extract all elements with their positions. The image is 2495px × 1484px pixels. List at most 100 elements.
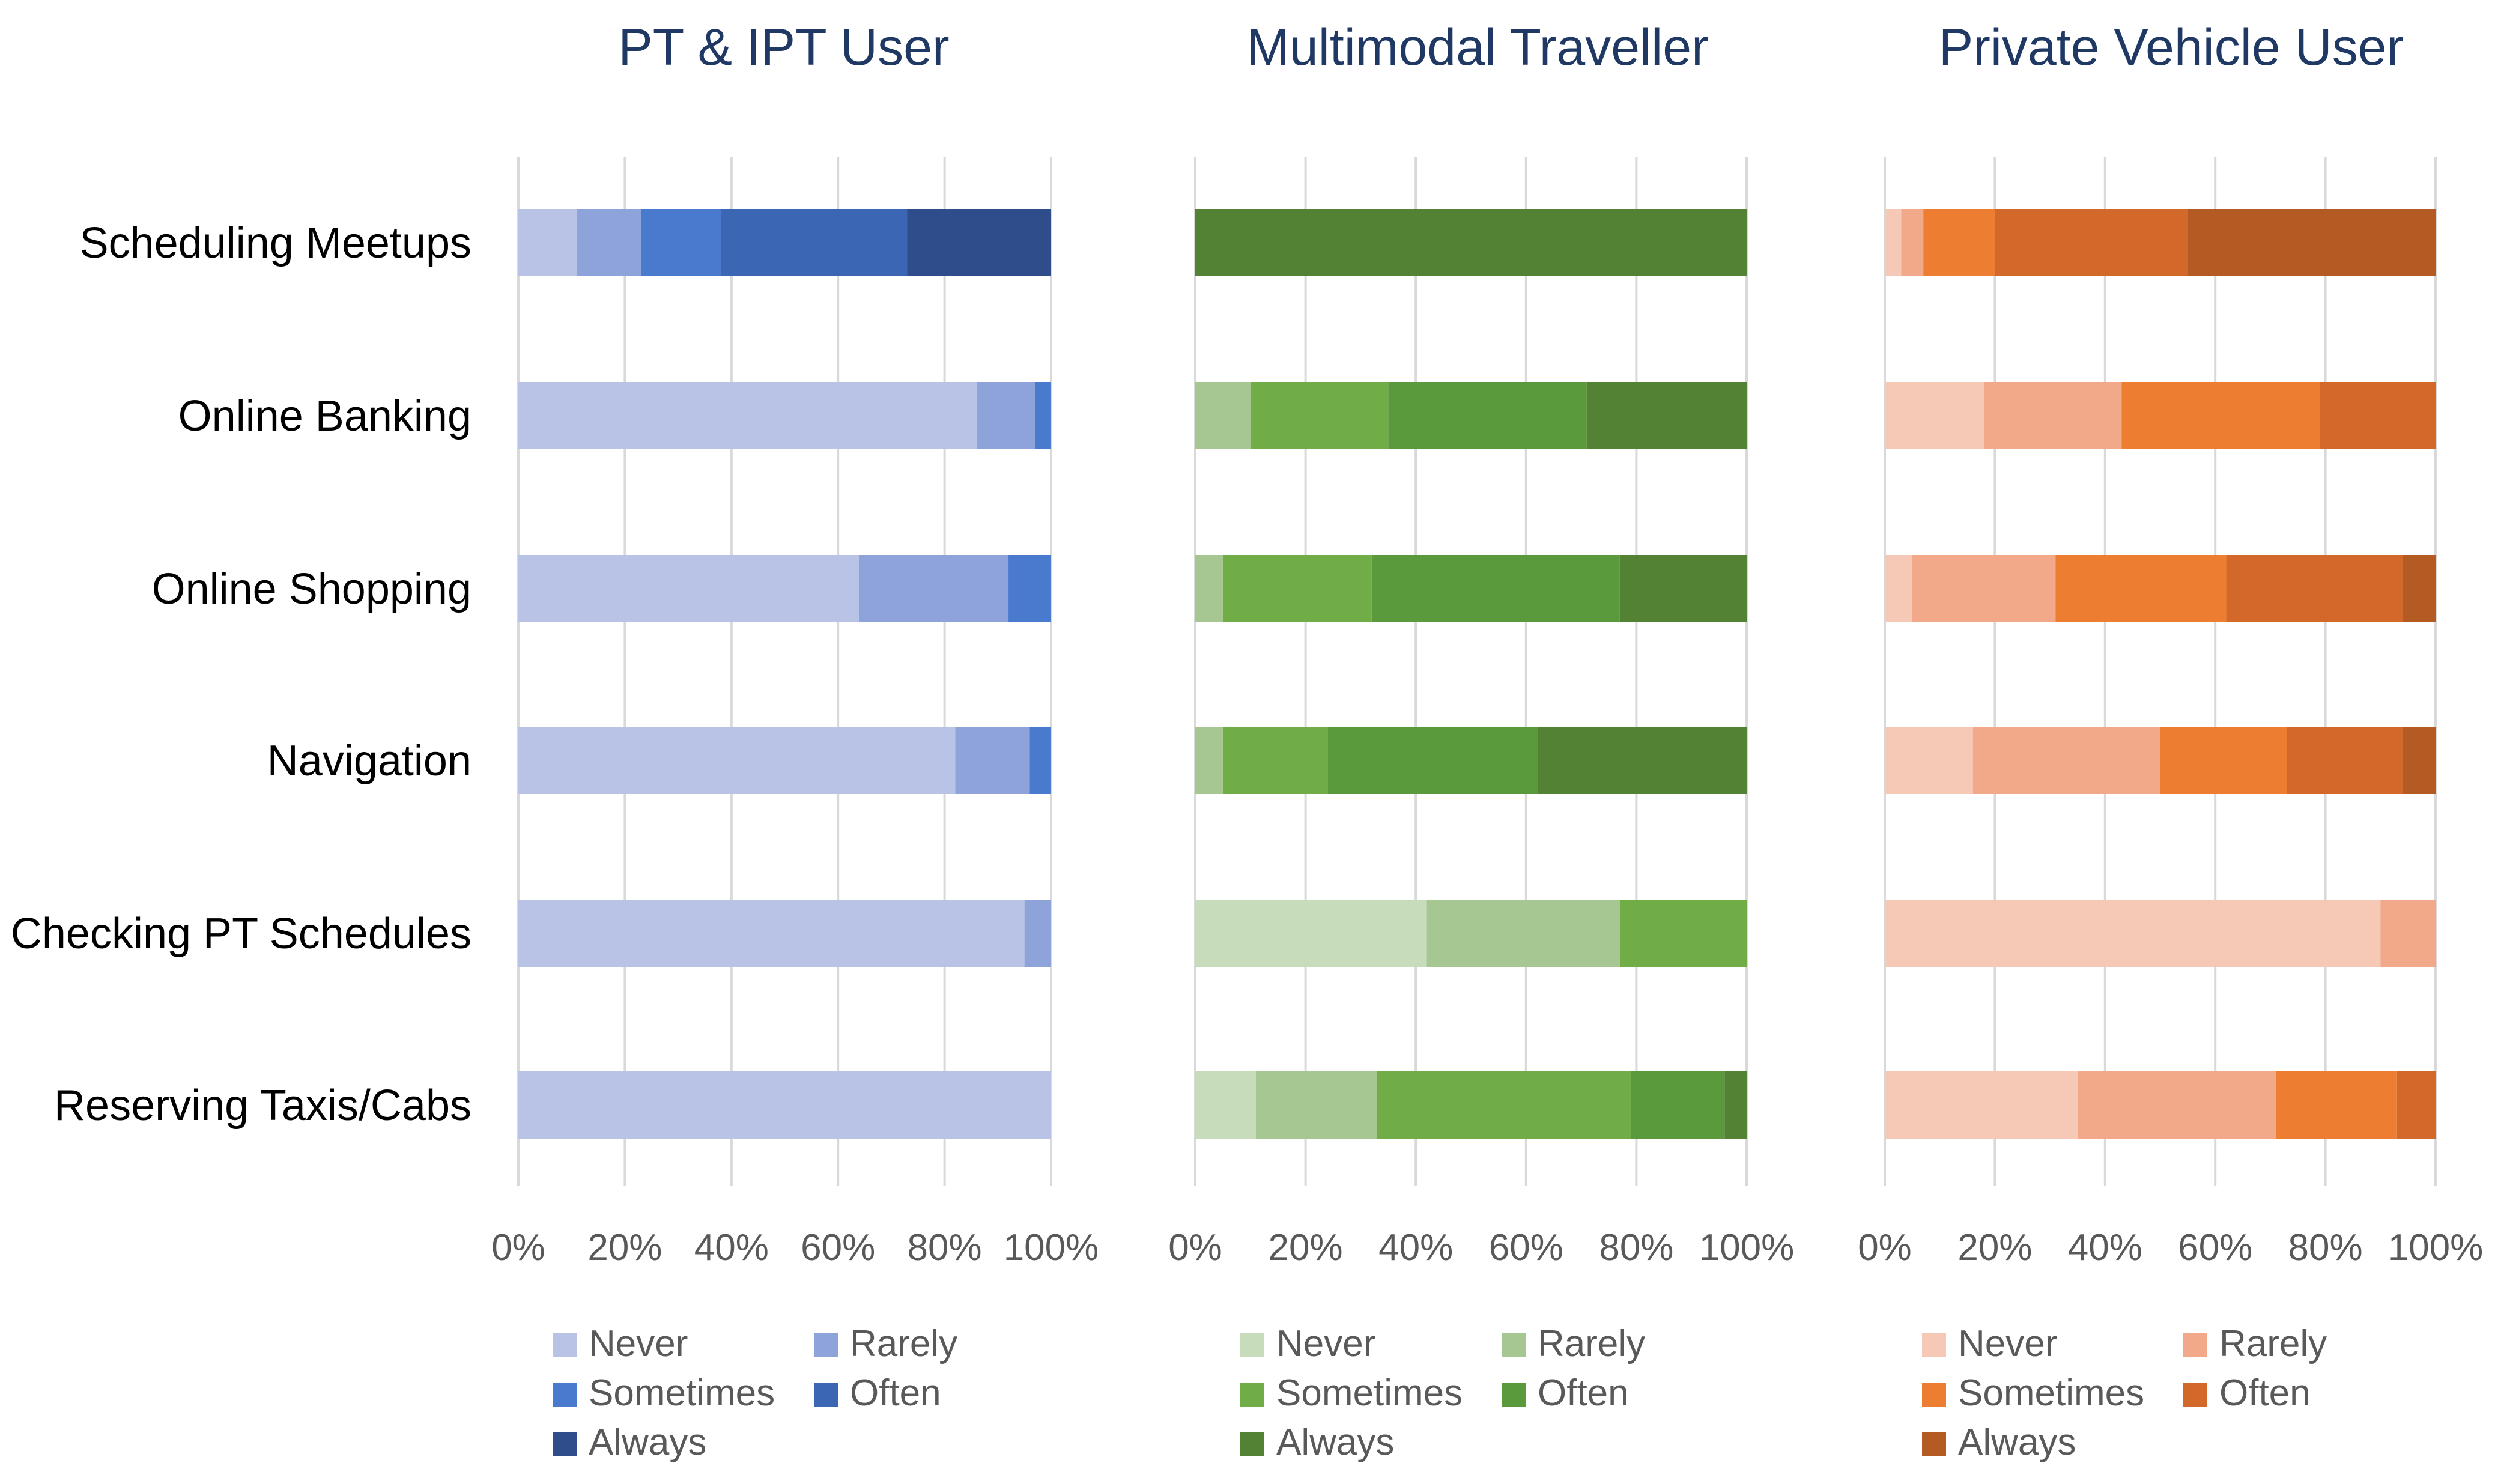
x-tick-label: 40% [2068,1227,2142,1268]
bar-scheduling-meetups-rarely [577,209,641,276]
legend-label-rarely: Rarely [850,1323,957,1364]
category-label-navigation: Navigation [267,737,471,785]
legend-label-sometimes: Sometimes [1276,1372,1463,1414]
chart-panel-private-vehicle-user: Private Vehicle User 0% 20% 40% 60% 80% 100% Ne… [1858,19,2483,1463]
bar-online-shopping-often [1371,555,1620,622]
legend-label-often: Often [1538,1372,1629,1414]
bar-online-banking-often [1388,382,1587,449]
bar-online-shopping-always [1619,555,1747,622]
bar-reserving-taxis-cabs-never [518,1071,1051,1139]
bar-reserving-taxis-cabs-rarely [2077,1071,2276,1139]
legend-label-always: Always [1276,1422,1394,1463]
bar-navigation-sometimes [1222,727,1328,794]
legend-swatch-rarely [1502,1333,1526,1357]
bar-scheduling-meetups-sometimes [641,209,721,276]
bar-online-banking-rarely [1984,382,2122,449]
x-tick-label: 20% [1957,1227,2032,1268]
bar-online-shopping-never [1885,555,1912,622]
bar-navigation-always [1537,727,1747,794]
bar-online-banking-rarely [976,382,1035,449]
bar-online-banking-never [1885,382,1984,449]
legend-label-never: Never [1958,1323,2057,1364]
category-label-online-banking: Online Banking [178,392,471,440]
bar-checking-pt-schedules-sometimes [1619,900,1747,967]
bar-navigation-never [518,727,956,794]
legend-swatch-sometimes [553,1383,577,1407]
bar-online-shopping-rarely [859,555,1009,622]
legend-label-always: Always [589,1422,706,1463]
panel-title: Multimodal Traveller [1246,19,1708,76]
bar-reserving-taxis-cabs-never [1885,1071,2078,1139]
bar-scheduling-meetups-sometimes [1923,209,1995,276]
bar-reserving-taxis-cabs-rarely [1255,1071,1377,1139]
x-tick-label: 60% [1489,1227,1563,1268]
bar-navigation-rarely [1195,727,1223,794]
legend-swatch-rarely [814,1333,838,1357]
x-tick-label: 80% [908,1227,982,1268]
x-tick-label: 100% [1699,1227,1795,1268]
bar-checking-pt-schedules-never [1195,900,1427,967]
x-tick-label: 60% [2178,1227,2252,1268]
category-label-online-shopping: Online Shopping [152,565,471,613]
bar-reserving-taxis-cabs-always [1724,1071,1747,1139]
bar-online-shopping-sometimes [1008,555,1051,622]
legend-label-sometimes: Sometimes [1958,1372,2144,1414]
bar-checking-pt-schedules-never [518,900,1025,967]
bar-scheduling-meetups-always [1195,209,1747,276]
bar-navigation-sometimes [2160,727,2287,794]
bar-scheduling-meetups-never [1885,209,1902,276]
bar-checking-pt-schedules-rarely [1426,900,1620,967]
x-tick-label: 100% [2388,1227,2484,1268]
bar-scheduling-meetups-always [2187,209,2436,276]
x-tick-label: 20% [587,1227,662,1268]
legend-swatch-often [2183,1383,2207,1407]
bar-navigation-rarely [1972,727,2160,794]
bar-navigation-never [1885,727,1973,794]
bar-navigation-often [2287,727,2403,794]
chart-panel-pt-ipt-user: PT & IPT User 0% 20% 40% 60% 80% 100% Schedulin… [11,19,1099,1463]
bar-checking-pt-schedules-rarely [2380,900,2436,967]
bar-checking-pt-schedules-rarely [1024,900,1051,967]
bar-online-banking-often [2320,382,2436,449]
bar-online-shopping-sometimes [2055,555,2227,622]
bar-online-banking-sometimes [2121,382,2320,449]
bar-navigation-always [2402,727,2436,794]
category-label-checking-pt-schedules: Checking PT Schedules [11,910,471,958]
x-tick-label: 20% [1269,1227,1343,1268]
legend-swatch-always [1922,1432,1946,1456]
x-tick-label: 100% [1004,1227,1099,1268]
bar-navigation-rarely [955,727,1030,794]
legend-swatch-never [1240,1333,1264,1357]
legend-swatch-always [1240,1432,1264,1456]
legend-label-often: Often [850,1372,941,1414]
category-label-reserving-taxis-cabs: Reserving Taxis/Cabs [54,1082,471,1130]
legend-swatch-sometimes [1240,1383,1264,1407]
legend-swatch-always [553,1432,577,1456]
bar-online-banking-sometimes [1035,382,1051,449]
legend-swatch-often [1502,1383,1526,1407]
legend-label-sometimes: Sometimes [589,1372,775,1414]
bar-online-shopping-rarely [1195,555,1223,622]
bar-scheduling-meetups-always [907,209,1051,276]
bar-checking-pt-schedules-never [1885,900,2381,967]
bar-scheduling-meetups-never [518,209,577,276]
legend-label-always: Always [1958,1422,2076,1463]
x-tick-label: 40% [1378,1227,1453,1268]
bar-online-banking-always [1586,382,1747,449]
bar-online-shopping-never [518,555,859,622]
x-tick-label: 80% [1599,1227,1673,1268]
bar-online-shopping-rarely [1912,555,2056,622]
bar-online-shopping-always [2402,555,2436,622]
legend-label-never: Never [1276,1323,1375,1364]
chart-panel-multimodal-traveller: Multimodal Traveller 0% 20% 40% 60% 80% 100% Ne… [1168,19,1794,1463]
bar-reserving-taxis-cabs-often [1631,1071,1725,1139]
bar-online-banking-rarely [1195,382,1251,449]
bar-online-banking-never [518,382,977,449]
legend-swatch-never [1922,1333,1946,1357]
x-tick-label: 0% [491,1227,545,1268]
bar-reserving-taxis-cabs-sometimes [2276,1071,2397,1139]
bar-navigation-often [1327,727,1538,794]
bar-reserving-taxis-cabs-often [2396,1071,2436,1139]
